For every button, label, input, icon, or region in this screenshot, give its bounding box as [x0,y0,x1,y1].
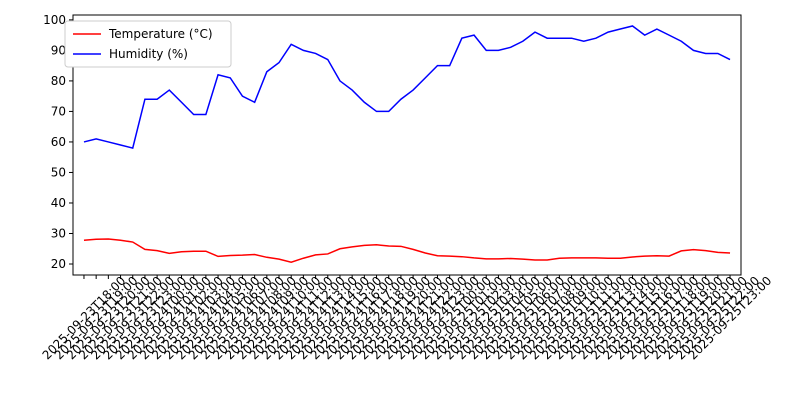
y-tick-label: 20 [51,257,66,271]
y-tick-label: 60 [51,135,66,149]
y-tick-label: 70 [51,104,66,118]
y-tick-label: 90 [51,43,66,57]
y-tick-label: 50 [51,165,66,179]
y-tick-label: 40 [51,196,66,210]
series-line [83,238,731,263]
y-tick-label: 30 [51,226,66,240]
y-tick-label: 100 [43,13,66,27]
series-line [83,25,731,149]
y-tick-label: 80 [51,74,66,88]
plot-frame [72,14,742,276]
legend-label: Humidity (%) [109,47,188,61]
legend-box [64,20,232,68]
legend-label: Temperature (°C) [108,27,213,41]
